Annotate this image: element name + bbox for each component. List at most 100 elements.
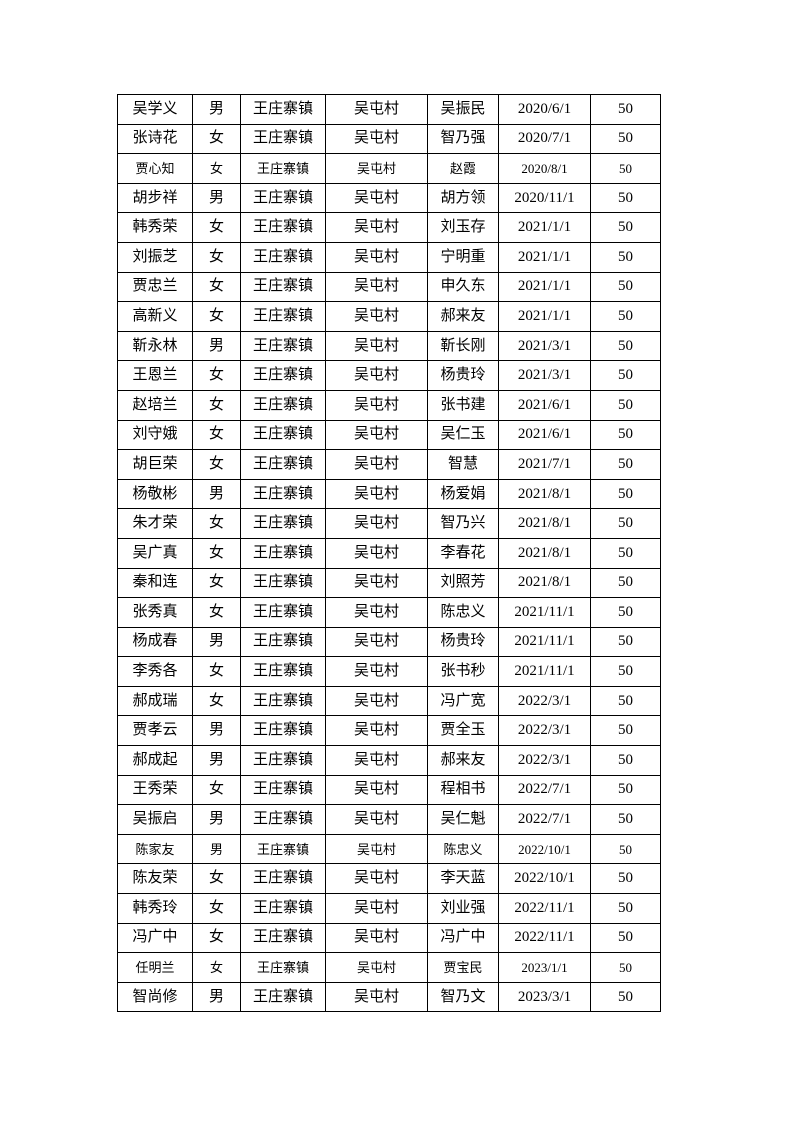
cell-amount: 50 — [590, 952, 661, 983]
table-row: 陈家友男王庄寨镇 吴屯村 陈忠义 2022/10/1 50 — [117, 833, 661, 865]
cell-gender: 女 — [192, 508, 241, 539]
cell-gender: 女 — [192, 893, 241, 924]
cell-village: 吴屯村 — [325, 360, 428, 391]
table-row: 郝成起男王庄寨镇 吴屯村 郝来友 2022/3/1 50 — [117, 745, 661, 776]
table-row: 胡步祥男王庄寨镇 吴屯村 胡方领 2020/11/1 50 — [117, 182, 661, 214]
cell-related-name: 吴振民 — [427, 94, 499, 125]
cell-person-name: 韩秀玲 — [117, 893, 193, 924]
table-row: 吴广真女王庄寨镇 吴屯村 李春花 2021/8/1 50 — [117, 537, 661, 569]
cell-person-name: 杨成春 — [117, 626, 193, 658]
cell-amount: 50 — [590, 685, 661, 717]
cell-related-name: 赵霞 — [427, 153, 499, 184]
cell-amount: 50 — [590, 212, 661, 243]
cell-gender: 女 — [192, 656, 241, 687]
cell-date: 2020/6/1 — [498, 94, 591, 125]
table-row: 贾忠兰女王庄寨镇 吴屯村 申久东 2021/1/1 50 — [117, 271, 661, 303]
cell-town: 王庄寨镇 — [240, 182, 326, 214]
cell-town: 王庄寨镇 — [240, 537, 326, 569]
cell-gender: 女 — [192, 123, 241, 155]
cell-related-name: 吴仁玉 — [427, 419, 499, 451]
cell-date: 2021/3/1 — [498, 330, 591, 362]
cell-person-name: 贾心知 — [117, 153, 193, 184]
cell-town: 王庄寨镇 — [240, 626, 326, 658]
table-row: 刘振芝女王庄寨镇 吴屯村 宁明重 2021/1/1 50 — [117, 241, 661, 273]
cell-person-name: 刘守娥 — [117, 419, 193, 451]
cell-related-name: 申久东 — [427, 271, 499, 303]
cell-town: 王庄寨镇 — [240, 863, 326, 895]
cell-person-name: 王秀荣 — [117, 774, 193, 806]
cell-date: 2021/7/1 — [498, 449, 591, 480]
cell-village: 吴屯村 — [325, 952, 428, 983]
cell-person-name: 杨敬彬 — [117, 478, 193, 510]
cell-town: 王庄寨镇 — [240, 153, 326, 184]
cell-related-name: 冯广宽 — [427, 685, 499, 717]
cell-related-name: 智乃文 — [427, 981, 499, 1013]
cell-gender: 男 — [192, 478, 241, 510]
cell-person-name: 赵培兰 — [117, 389, 193, 421]
cell-related-name: 智乃强 — [427, 123, 499, 155]
cell-date: 2022/7/1 — [498, 804, 591, 835]
table-row: 贾孝云男王庄寨镇 吴屯村 贾全玉 2022/3/1 50 — [117, 715, 661, 747]
cell-date: 2021/11/1 — [498, 656, 591, 687]
table-row: 杨敬彬男王庄寨镇 吴屯村 杨爱娟 2021/8/1 50 — [117, 478, 661, 510]
cell-town: 王庄寨镇 — [240, 330, 326, 362]
cell-town: 王庄寨镇 — [240, 567, 326, 599]
cell-amount: 50 — [590, 271, 661, 303]
cell-person-name: 王恩兰 — [117, 360, 193, 391]
cell-gender: 男 — [192, 745, 241, 776]
cell-village: 吴屯村 — [325, 271, 428, 303]
cell-person-name: 陈友荣 — [117, 863, 193, 895]
cell-person-name: 张秀真 — [117, 597, 193, 628]
cell-amount: 50 — [590, 656, 661, 687]
cell-amount: 50 — [590, 863, 661, 895]
cell-amount: 50 — [590, 567, 661, 599]
cell-related-name: 杨贵玲 — [427, 360, 499, 391]
cell-amount: 50 — [590, 745, 661, 776]
cell-person-name: 胡步祥 — [117, 182, 193, 214]
cell-village: 吴屯村 — [325, 212, 428, 243]
table-row: 吴学义男王庄寨镇 吴屯村 吴振民 2020/6/1 50 — [117, 94, 661, 125]
cell-date: 2021/6/1 — [498, 419, 591, 451]
cell-town: 王庄寨镇 — [240, 685, 326, 717]
cell-related-name: 杨贵玲 — [427, 626, 499, 658]
cell-date: 2021/8/1 — [498, 508, 591, 539]
cell-related-name: 贾全玉 — [427, 715, 499, 747]
cell-gender: 女 — [192, 537, 241, 569]
cell-town: 王庄寨镇 — [240, 922, 326, 954]
table-row: 张秀真女王庄寨镇 吴屯村 陈忠义 2021/11/1 50 — [117, 597, 661, 628]
cell-town: 王庄寨镇 — [240, 893, 326, 924]
cell-amount: 50 — [590, 981, 661, 1013]
cell-gender: 女 — [192, 301, 241, 332]
cell-town: 王庄寨镇 — [240, 508, 326, 539]
cell-related-name: 李天蓝 — [427, 863, 499, 895]
cell-amount: 50 — [590, 774, 661, 806]
cell-person-name: 郝成起 — [117, 745, 193, 776]
cell-village: 吴屯村 — [325, 833, 428, 865]
cell-amount: 50 — [590, 94, 661, 125]
cell-town: 王庄寨镇 — [240, 94, 326, 125]
table-row: 秦和连女王庄寨镇 吴屯村 刘照芳 2021/8/1 50 — [117, 567, 661, 599]
table-row: 韩秀荣女王庄寨镇 吴屯村 刘玉存 2021/1/1 50 — [117, 212, 661, 243]
cell-gender: 女 — [192, 567, 241, 599]
cell-town: 王庄寨镇 — [240, 833, 326, 865]
cell-date: 2023/3/1 — [498, 981, 591, 1013]
cell-person-name: 刘振芝 — [117, 241, 193, 273]
cell-related-name: 程相书 — [427, 774, 499, 806]
cell-village: 吴屯村 — [325, 656, 428, 687]
cell-person-name: 秦和连 — [117, 567, 193, 599]
cell-gender: 男 — [192, 804, 241, 835]
cell-date: 2022/3/1 — [498, 745, 591, 776]
cell-date: 2022/11/1 — [498, 922, 591, 954]
cell-village: 吴屯村 — [325, 685, 428, 717]
cell-town: 王庄寨镇 — [240, 597, 326, 628]
cell-town: 王庄寨镇 — [240, 241, 326, 273]
cell-person-name: 朱才荣 — [117, 508, 193, 539]
cell-related-name: 冯广中 — [427, 922, 499, 954]
cell-gender: 女 — [192, 685, 241, 717]
cell-related-name: 靳长刚 — [427, 330, 499, 362]
cell-person-name: 冯广中 — [117, 922, 193, 954]
cell-related-name: 陈忠义 — [427, 597, 499, 628]
cell-person-name: 胡巨荣 — [117, 449, 193, 480]
cell-village: 吴屯村 — [325, 774, 428, 806]
cell-town: 王庄寨镇 — [240, 478, 326, 510]
